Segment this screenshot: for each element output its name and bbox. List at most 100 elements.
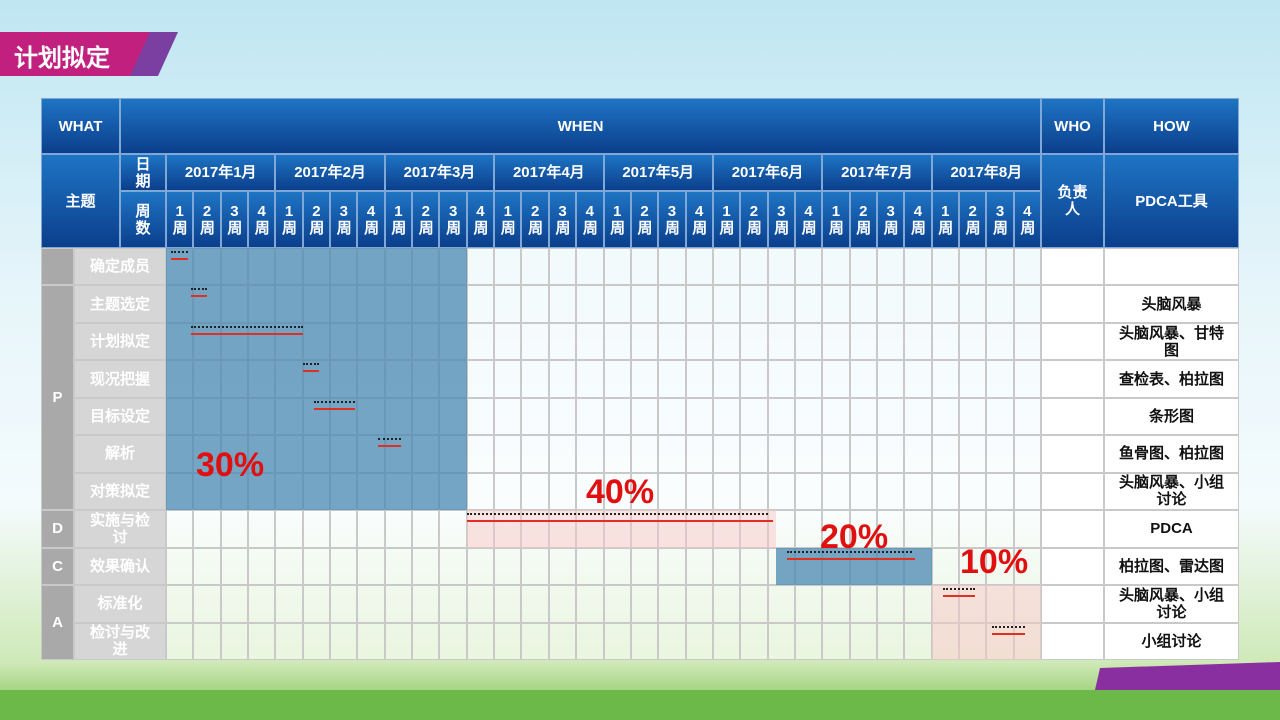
grid-cell — [876, 360, 905, 398]
owner-cell — [1041, 285, 1104, 323]
header-what: WHAT — [41, 98, 120, 154]
owner-cell — [1041, 322, 1104, 361]
week-header: 4周 — [248, 191, 276, 248]
grid-cell — [849, 510, 877, 548]
phase-share: 20% — [820, 518, 889, 556]
owner-cell — [1041, 510, 1104, 548]
step: 主题选定 — [74, 285, 166, 323]
tool-cell-text: 柏拉图、雷达图 — [1118, 557, 1224, 575]
week-header: 2周 — [302, 191, 331, 248]
grid-cell — [794, 472, 823, 511]
step-text: 对策拟定 — [90, 482, 151, 500]
grid-cell — [658, 435, 686, 473]
grid-cell — [357, 510, 385, 548]
week-header-text: 4周 — [254, 202, 270, 237]
grid-cell — [548, 285, 577, 323]
tool-cell-text: 头脑风暴 — [1141, 295, 1202, 313]
week-header-text: 4周 — [582, 202, 598, 237]
grid-cell — [904, 285, 932, 323]
grid-cell — [904, 248, 932, 286]
grid-cell — [193, 510, 221, 548]
grid-cell — [603, 622, 631, 660]
tool-cell: 小组讨论 — [1104, 622, 1239, 660]
grid-cell — [822, 472, 850, 511]
grid-cell — [630, 585, 659, 623]
grid-cell — [521, 547, 549, 586]
grid-cell — [630, 285, 659, 323]
grid-cell — [166, 510, 194, 548]
grid-cell — [1013, 360, 1041, 398]
grid-cell — [986, 472, 1014, 511]
step-text: 效果确认 — [90, 557, 151, 575]
grid-cell — [1013, 510, 1041, 548]
grid-cell — [220, 510, 249, 548]
actual-bar — [190, 295, 208, 298]
grid-cell — [548, 435, 577, 473]
grid-cell — [740, 322, 768, 361]
grid-cell — [384, 585, 413, 623]
grid-cell — [794, 285, 823, 323]
grid-cell — [876, 435, 905, 473]
header-who-text: WHO — [1054, 117, 1091, 135]
grid-cell — [494, 248, 522, 286]
plan-bar — [171, 251, 188, 253]
week-header: 4周 — [576, 191, 604, 248]
week-header: 4周 — [466, 191, 495, 248]
step: 对策拟定 — [74, 472, 166, 511]
tool-cell-text: 查检表、柏拉图 — [1118, 370, 1224, 388]
week-header: 4周 — [685, 191, 713, 248]
grid-cell — [931, 248, 959, 286]
grid-cell — [740, 585, 768, 623]
grid-cell — [822, 397, 850, 436]
tool-cell-text: 头脑风暴、小组讨论 — [1118, 474, 1224, 509]
grid-cell — [712, 472, 741, 511]
grid-cell — [521, 397, 549, 436]
week-header: 1周 — [712, 191, 741, 248]
grid-cell — [712, 322, 741, 361]
grid-cell — [1013, 472, 1041, 511]
step-text: 计划拟定 — [90, 333, 151, 351]
header-owner-text: 负责人 — [1057, 184, 1088, 218]
grid-cell — [822, 322, 850, 361]
grid-cell — [986, 285, 1014, 323]
week-header-text: 3周 — [555, 202, 571, 237]
week-header-text: 2周 — [200, 202, 216, 237]
grid-cell — [658, 585, 686, 623]
week-header: 2周 — [521, 191, 549, 248]
tool-cell: 头脑风暴 — [1104, 285, 1239, 323]
month-header-text: 2017年5月 — [622, 164, 695, 181]
owner-cell — [1041, 547, 1104, 586]
grid-cell — [220, 585, 249, 623]
grid-cell — [603, 397, 631, 436]
grid-cell — [220, 622, 249, 660]
actual-bar — [786, 557, 916, 560]
grid-cell — [412, 510, 440, 548]
grid-cell — [849, 360, 877, 398]
week-header-text: 3周 — [883, 202, 899, 237]
grid-cell — [685, 360, 713, 398]
actual-bar — [313, 407, 355, 410]
grid-cell — [904, 397, 932, 436]
step: 实施与检讨 — [74, 510, 166, 548]
grid-cell — [904, 510, 932, 548]
grid-cell — [849, 397, 877, 436]
week-header: 2周 — [412, 191, 440, 248]
grid-cell — [302, 547, 331, 586]
month-header: 2017年7月 — [822, 154, 932, 191]
grid-cell — [849, 622, 877, 660]
phase-share: 10% — [960, 543, 1029, 581]
grid-cell — [658, 322, 686, 361]
grid-cell — [275, 547, 303, 586]
grid-cell — [603, 322, 631, 361]
grid-cell — [958, 472, 987, 511]
grid-cell — [958, 510, 987, 548]
grid-cell — [1013, 248, 1041, 286]
header-who: WHO — [1041, 98, 1104, 154]
grid-cell — [494, 585, 522, 623]
actual-bar — [991, 632, 1025, 635]
grid-cell — [658, 472, 686, 511]
grid-cell — [876, 248, 905, 286]
tool-cell: 查检表、柏拉图 — [1104, 360, 1239, 398]
grid-cell — [712, 435, 741, 473]
grid-cell — [712, 285, 741, 323]
